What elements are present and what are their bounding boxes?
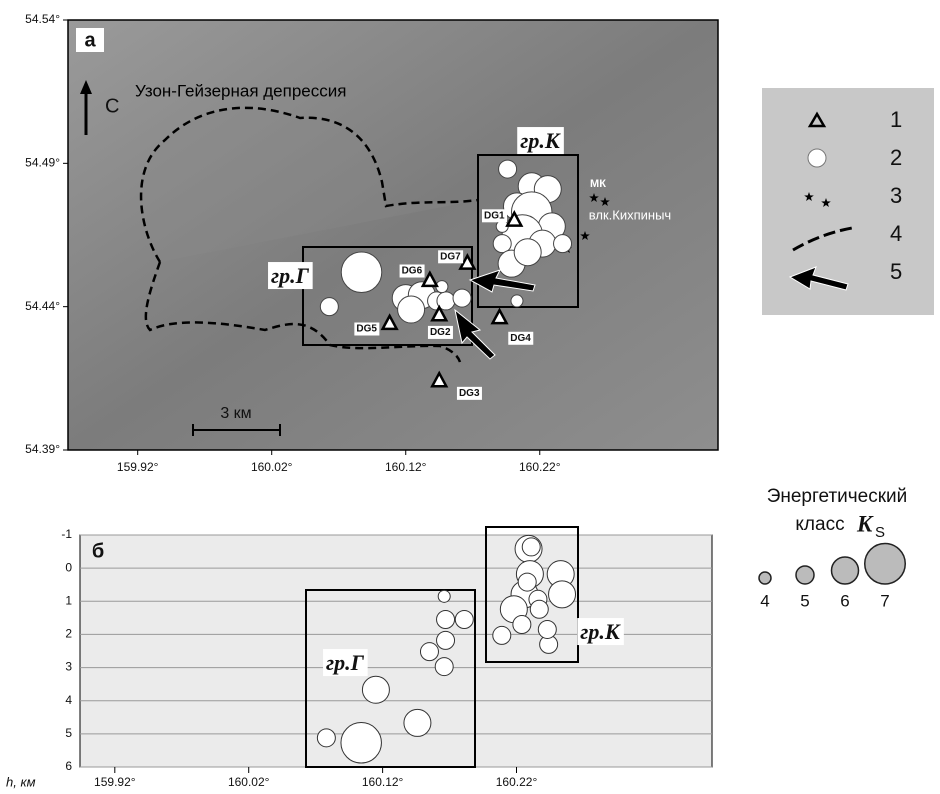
label: DG7 xyxy=(440,251,461,262)
hypocenter xyxy=(362,676,389,703)
hypocenter xyxy=(404,709,431,736)
x-tick-label: 160.22° xyxy=(496,775,538,789)
class-label: 6 xyxy=(840,591,849,610)
y-tick-label: 0 xyxy=(65,560,72,574)
epicenter xyxy=(320,298,338,316)
figure: а С Узон-Гейзерная депрессия 3 км МК влк… xyxy=(0,0,940,794)
hypocenter xyxy=(518,573,536,591)
y-tick-label: 1 xyxy=(65,593,72,607)
class-title: Энергетический xyxy=(767,486,908,507)
y-axis-label: h, км xyxy=(6,774,36,789)
y-tick-label: 54.54° xyxy=(25,12,60,26)
epicenter xyxy=(453,289,471,307)
y-tick-label: 2 xyxy=(65,627,72,641)
label: гр.К xyxy=(520,128,561,153)
class-label: 7 xyxy=(880,591,889,610)
x-tick-label: 160.02° xyxy=(228,775,270,789)
hypocenter xyxy=(549,581,576,608)
class-symbol xyxy=(865,544,906,585)
y-tick-label: 54.39° xyxy=(25,442,60,456)
class-subscript: S xyxy=(875,524,885,541)
label: DG1 xyxy=(484,210,505,221)
hypocenter xyxy=(437,631,455,649)
class-symbol xyxy=(759,572,771,584)
x-tick-label: 159.92° xyxy=(94,775,136,789)
y-tick-label: 3 xyxy=(65,660,72,674)
class-symbol xyxy=(796,566,814,584)
epicenter xyxy=(493,235,511,253)
label: DG5 xyxy=(356,324,377,335)
legend-label: 4 xyxy=(890,221,902,246)
label: DG3 xyxy=(459,388,480,399)
label: гр.К xyxy=(580,619,621,644)
hypocenter xyxy=(341,723,382,764)
class-symbol xyxy=(832,557,859,584)
hypocenter xyxy=(538,620,556,638)
epicenter xyxy=(554,235,572,253)
epicenter xyxy=(499,160,517,178)
label: DG4 xyxy=(510,333,531,344)
y-tick-label: 54.49° xyxy=(25,156,60,170)
map-title: Узон-Гейзерная депрессия xyxy=(135,81,346,100)
class-label: 4 xyxy=(760,591,769,610)
class-label: 5 xyxy=(800,591,809,610)
hypocenter xyxy=(317,729,335,747)
legend-label: 5 xyxy=(890,259,902,284)
x-tick-label: 160.22° xyxy=(519,460,561,474)
x-tick-label: 159.92° xyxy=(117,460,159,474)
y-tick-label: -1 xyxy=(61,527,72,541)
class-symbol: K xyxy=(856,511,874,536)
class-title: класс xyxy=(795,514,844,535)
hypocenter xyxy=(420,643,438,661)
label: DG2 xyxy=(430,327,451,338)
legend-label: 3 xyxy=(890,183,902,208)
hypocenter xyxy=(438,590,450,602)
hypocenter xyxy=(435,658,453,676)
legend-box xyxy=(762,88,934,315)
volcano-label: МК xyxy=(590,178,606,190)
y-tick-label: 6 xyxy=(65,759,72,773)
hypocenter xyxy=(513,615,531,633)
hypocenter xyxy=(493,626,511,644)
label: гр.Г xyxy=(271,263,310,288)
x-tick-label: 160.12° xyxy=(385,460,427,474)
scale-label: 3 км xyxy=(220,405,251,422)
epicenter xyxy=(398,296,425,323)
x-tick-label: 160.12° xyxy=(362,775,404,789)
hypocenter xyxy=(530,600,548,618)
epicenter xyxy=(341,252,382,293)
section-plot xyxy=(80,535,712,767)
label: гр.Г xyxy=(326,650,365,675)
hypocenter xyxy=(437,611,455,629)
hypocenter xyxy=(455,611,473,629)
y-tick-label: 4 xyxy=(65,693,72,707)
epicenter xyxy=(514,239,541,266)
label: DG6 xyxy=(402,266,423,277)
hypocenter xyxy=(522,538,540,556)
y-tick-label: 54.44° xyxy=(25,299,60,313)
legend-label: 2 xyxy=(890,145,902,170)
x-tick-label: 160.02° xyxy=(251,460,293,474)
y-tick-label: 5 xyxy=(65,726,72,740)
panel-label: а xyxy=(84,29,96,51)
north-label: С xyxy=(105,95,119,117)
epicenter xyxy=(511,295,523,307)
volcano-label: влк.Кихпиныч xyxy=(589,207,671,222)
legend-label: 1 xyxy=(890,107,902,132)
legend-symbol xyxy=(808,149,826,167)
panel-label: б xyxy=(92,540,104,562)
